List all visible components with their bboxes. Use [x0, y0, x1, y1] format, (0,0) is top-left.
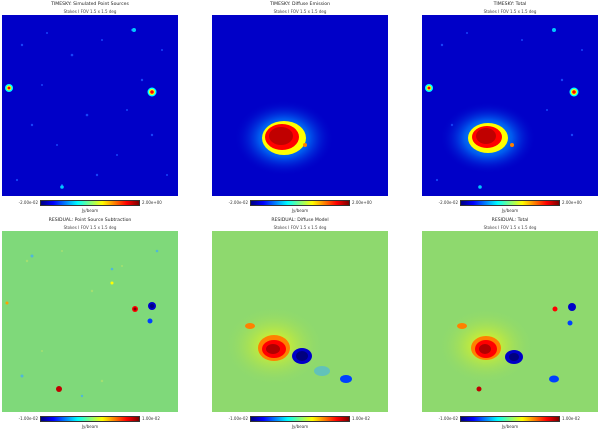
panel-title: TIMESKY: Total [493, 2, 527, 7]
colorbar-label: Jy/beam [291, 208, 309, 213]
colorbar-max: 2.00e+00 [562, 200, 582, 205]
panel-subtitle: Stokes I FOV 1.5 x 1.5 deg [273, 225, 327, 230]
colorbar-label: Jy/beam [501, 424, 519, 429]
colorbar-max: 2.00e+00 [352, 200, 372, 205]
colorbar-min: -2.00e-02 [438, 200, 458, 205]
panel-point-sources: TIMESKY: Simulated Point Sources Stokes … [0, 2, 180, 213]
colorbar-max: 2.00e+00 [142, 200, 162, 205]
colorbar [40, 416, 140, 422]
colorbar [250, 200, 350, 206]
panel-subtitle: Stokes I FOV 1.5 x 1.5 deg [483, 225, 537, 230]
panel-subtitle: Stokes I FOV 1.5 x 1.5 deg [273, 9, 327, 14]
sky-image-total [422, 15, 598, 196]
colorbar-max: 1.00e-02 [352, 416, 370, 421]
colorbar [40, 200, 140, 206]
colorbar-min: -2.00e-02 [18, 200, 38, 205]
panel-subtitle: Stokes I FOV 1.5 x 1.5 deg [63, 225, 117, 230]
sky-image-point-sources [2, 15, 178, 196]
colorbar [460, 200, 560, 206]
residual-image-total [422, 231, 598, 412]
colorbar-label: Jy/beam [81, 208, 99, 213]
colorbar-min: -2.00e-02 [228, 200, 248, 205]
panel-residual-point: RESIDUAL: Point Source Subtraction Stoke… [0, 218, 180, 429]
colorbar [250, 416, 350, 422]
panel-subtitle: Stokes I FOV 1.5 x 1.5 deg [63, 9, 117, 14]
colorbar [460, 416, 560, 422]
colorbar-min: -1.00e-02 [438, 416, 458, 421]
residual-image-point [2, 231, 178, 412]
residual-image-diffuse [212, 231, 388, 412]
sky-image-diffuse [212, 15, 388, 196]
panel-title: RESIDUAL: Point Source Subtraction [48, 218, 132, 223]
panel-residual-diffuse: RESIDUAL: Diffuse Model Stokes I FOV 1.5… [210, 218, 390, 429]
colorbar-max: 1.00e-02 [142, 416, 160, 421]
panel-residual-total: RESIDUAL: Total Stokes I FOV 1.5 x 1.5 d… [420, 218, 600, 429]
panel-title: TIMESKY: Simulated Point Sources [51, 2, 129, 7]
colorbar-label: Jy/beam [81, 424, 99, 429]
colorbar-label: Jy/beam [291, 424, 309, 429]
panel-title: RESIDUAL: Total [491, 218, 529, 223]
panel-title: RESIDUAL: Diffuse Model [271, 218, 329, 223]
colorbar-max: 1.00e-02 [562, 416, 580, 421]
panel-title: TIMESKY: Diffuse Emission [269, 2, 330, 7]
colorbar-label: Jy/beam [501, 208, 519, 213]
panel-total: TIMESKY: Total Stokes I FOV 1.5 x 1.5 de… [420, 2, 600, 213]
colorbar-min: -1.00e-02 [228, 416, 248, 421]
colorbar-min: -1.00e-02 [18, 416, 38, 421]
panel-subtitle: Stokes I FOV 1.5 x 1.5 deg [483, 9, 537, 14]
panel-diffuse: TIMESKY: Diffuse Emission Stokes I FOV 1… [210, 2, 390, 213]
